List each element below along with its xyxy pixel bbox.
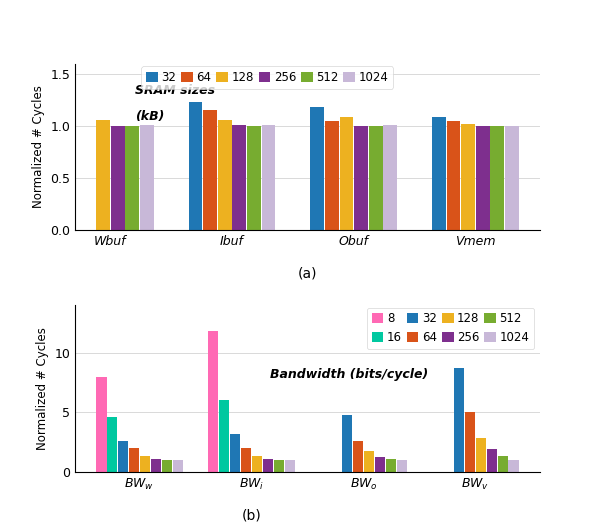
Bar — [203, 110, 217, 230]
Bar — [397, 460, 407, 472]
Bar — [386, 458, 396, 472]
Bar — [284, 460, 295, 472]
Bar — [96, 376, 107, 472]
Bar — [151, 458, 161, 472]
Bar — [241, 448, 251, 472]
Bar — [497, 456, 508, 472]
Text: Bandwidth (bits/cycle): Bandwidth (bits/cycle) — [270, 368, 428, 382]
Text: (kB): (kB) — [136, 110, 165, 123]
Bar — [107, 417, 118, 472]
Bar — [111, 126, 125, 230]
Bar — [364, 452, 374, 472]
Text: SRAM sizes: SRAM sizes — [136, 84, 215, 96]
Bar — [125, 126, 139, 230]
Legend: 8, 16, 32, 64, 128, 256, 512, 1024: 8, 16, 32, 64, 128, 256, 512, 1024 — [367, 308, 534, 349]
Bar — [208, 331, 218, 472]
Bar — [505, 126, 519, 230]
Y-axis label: Normalized # Cycles: Normalized # Cycles — [36, 327, 49, 450]
Bar — [374, 457, 385, 472]
Bar — [508, 460, 519, 472]
Bar — [310, 108, 324, 230]
Bar — [140, 456, 150, 472]
Bar — [232, 125, 246, 230]
Bar — [218, 120, 232, 230]
Bar — [262, 125, 275, 230]
Bar — [432, 117, 446, 230]
Bar — [487, 449, 497, 472]
Bar — [118, 441, 128, 472]
Bar — [340, 117, 353, 230]
Bar — [342, 414, 352, 472]
Bar — [476, 438, 486, 472]
Legend: 32, 64, 128, 256, 512, 1024: 32, 64, 128, 256, 512, 1024 — [142, 66, 394, 89]
Bar — [252, 456, 262, 472]
Bar — [173, 460, 183, 472]
Bar — [369, 126, 383, 230]
Bar — [188, 102, 202, 230]
Bar — [465, 412, 475, 472]
Bar — [490, 126, 504, 230]
Bar — [446, 121, 460, 230]
Bar — [140, 125, 154, 230]
Bar — [454, 368, 464, 472]
Bar — [161, 460, 172, 472]
Bar — [219, 400, 229, 472]
Bar — [476, 126, 490, 230]
Bar — [325, 121, 339, 230]
Bar — [230, 434, 241, 472]
Text: (b): (b) — [242, 508, 262, 523]
Bar — [354, 126, 368, 230]
Bar — [129, 448, 139, 472]
Bar — [461, 124, 475, 230]
Bar — [263, 458, 273, 472]
Bar — [353, 441, 363, 472]
Text: (a): (a) — [298, 267, 317, 281]
Bar — [96, 120, 110, 230]
Y-axis label: Normalized # Cycles: Normalized # Cycles — [32, 85, 44, 208]
Bar — [274, 460, 284, 472]
Bar — [247, 126, 261, 230]
Bar — [383, 125, 397, 230]
